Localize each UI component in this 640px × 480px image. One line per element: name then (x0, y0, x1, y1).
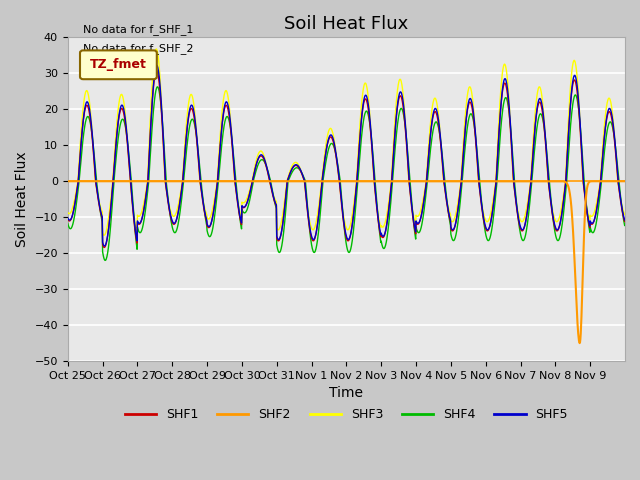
Y-axis label: Soil Heat Flux: Soil Heat Flux (15, 151, 29, 247)
Legend: SHF1, SHF2, SHF3, SHF4, SHF5: SHF1, SHF2, SHF3, SHF4, SHF5 (120, 403, 573, 426)
Text: No data for f_SHF_2: No data for f_SHF_2 (83, 43, 194, 54)
Text: TZ_fmet: TZ_fmet (90, 58, 147, 72)
X-axis label: Time: Time (330, 386, 364, 400)
Title: Soil Heat Flux: Soil Heat Flux (284, 15, 408, 33)
Text: No data for f_SHF_1: No data for f_SHF_1 (83, 24, 193, 35)
